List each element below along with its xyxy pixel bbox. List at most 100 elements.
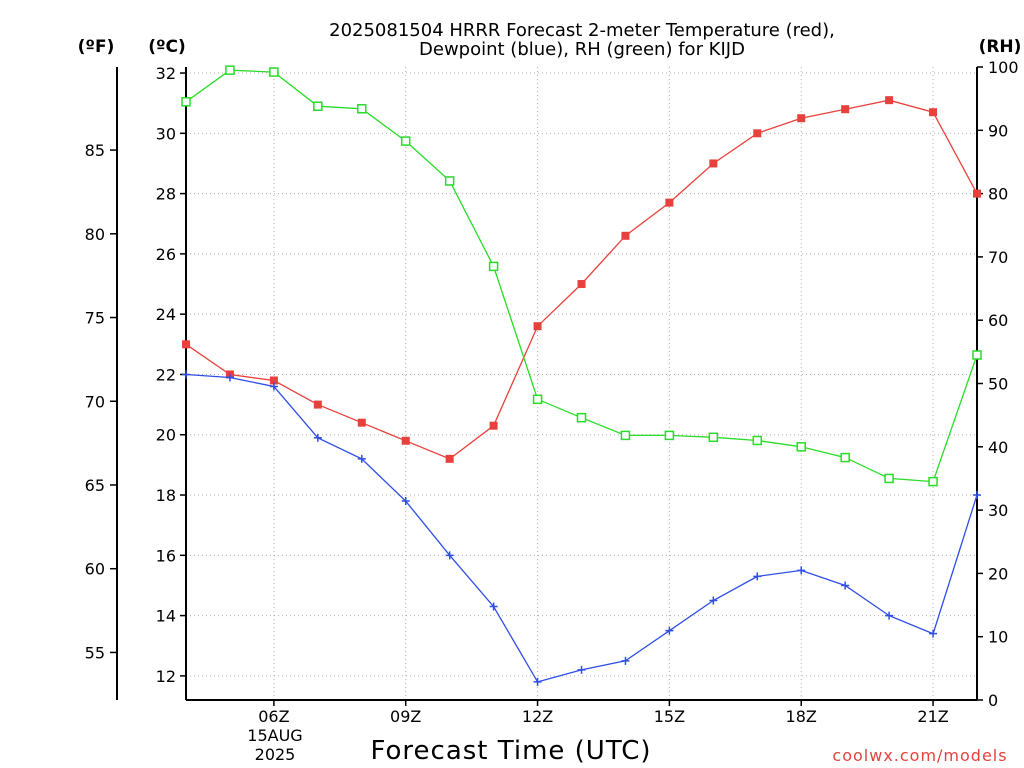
celsius-tick-label: 26: [156, 245, 176, 264]
rh-point: [313, 101, 323, 111]
dewpoint-point: [753, 572, 762, 581]
dewpoint-point: [621, 656, 630, 665]
temperature-point: [885, 96, 894, 105]
temperature-point: [841, 105, 850, 114]
temperature-point: [401, 436, 410, 445]
rh-point: [708, 432, 719, 443]
dewpoint-point: [841, 581, 850, 590]
rh-point: [400, 136, 411, 146]
temperature-point: [577, 280, 586, 289]
rh-tick-label: 80: [988, 185, 1008, 204]
temperature-point: [929, 108, 938, 117]
fahrenheit-tick-label: 65: [85, 476, 105, 495]
dewpoint-point: [357, 454, 366, 463]
temperature-point: [797, 114, 806, 123]
date-label-year: 2025: [255, 745, 296, 764]
axes: 12 14 16 18 20 22 24 26 28 30 32 55 60 65 70 75 80 85 0 10 2…: [85, 58, 1019, 726]
temperature-point: [973, 189, 981, 198]
dewpoint-point: [445, 551, 454, 560]
x-tick-label: 15Z: [654, 707, 685, 726]
x-axis-label: Forecast Time (UTC): [370, 736, 651, 766]
temperature-point: [709, 159, 718, 168]
dewpoint-point: [225, 373, 234, 382]
temperature-point: [665, 198, 674, 207]
celsius-tick-label: 14: [156, 607, 176, 626]
fahrenheit-unit-label: (ºF): [78, 37, 115, 57]
x-tick-label: 12Z: [522, 707, 553, 726]
rh-point: [488, 261, 499, 272]
rh-tick-label: 30: [988, 501, 1008, 520]
celsius-tick-label: 24: [156, 305, 176, 324]
temperature-point: [489, 421, 498, 430]
chart-title-line-2: Dewpoint (blue), RH (green) for KIJD: [419, 39, 745, 60]
rh-point: [269, 67, 279, 77]
temperature-point: [269, 376, 278, 385]
temperature-point: [445, 454, 454, 463]
rh-tick-label: 100: [988, 58, 1019, 77]
celsius-tick-label: 22: [156, 365, 176, 384]
rh-tick-label: 10: [988, 628, 1008, 647]
credit-text: coolwx.com/models: [832, 746, 1007, 765]
rh-tick-label: 60: [988, 311, 1008, 330]
dewpoint-point: [709, 596, 718, 605]
rh-tick-label: 20: [988, 564, 1008, 583]
celsius-tick-label: 32: [156, 64, 176, 83]
x-tick-label: 21Z: [917, 707, 948, 726]
dewpoint-point: [665, 626, 674, 635]
celsius-tick-label: 20: [156, 426, 176, 445]
fahrenheit-tick-label: 85: [85, 141, 105, 160]
dewpoint-point: [533, 677, 542, 686]
dewpoint-point: [313, 433, 322, 442]
dewpoint-point: [973, 491, 981, 500]
dewpoint-point: [182, 370, 190, 379]
dewpoint-point: [489, 602, 498, 611]
rh-point: [444, 176, 455, 186]
rh-point: [884, 473, 894, 484]
rh-tick-label: 40: [988, 438, 1008, 457]
rh-point: [928, 476, 938, 487]
x-tick-label: 18Z: [786, 707, 817, 726]
rh-point: [620, 430, 631, 441]
dewpoint-point: [269, 382, 278, 391]
celsius-tick-label: 12: [156, 667, 176, 686]
chart-title-line-1: 2025081504 HRRR Forecast 2-meter Tempera…: [329, 20, 835, 41]
date-label-day: 15AUG: [247, 726, 302, 745]
rh-point: [796, 442, 806, 452]
x-tick-label: 09Z: [390, 707, 421, 726]
rh-tick-label: 50: [988, 375, 1008, 394]
celsius-tick-label: 28: [156, 185, 176, 204]
dewpoint-point: [797, 566, 806, 575]
rh-tick-label: 70: [988, 248, 1008, 267]
rh-tick-label: 90: [988, 121, 1008, 140]
rh-point: [752, 435, 763, 446]
temperature-point: [182, 340, 190, 349]
celsius-tick-label: 16: [156, 546, 176, 565]
temperature-point: [621, 231, 630, 240]
temperature-point: [753, 129, 762, 138]
fahrenheit-tick-label: 75: [85, 309, 105, 328]
dewpoint-point: [401, 497, 410, 506]
dewpoint-point: [577, 665, 586, 674]
celsius-tick-label: 30: [156, 124, 176, 143]
rh-point: [972, 350, 982, 360]
fahrenheit-tick-label: 60: [85, 560, 105, 579]
fahrenheit-tick-label: 80: [85, 225, 105, 244]
dewpoint-point: [885, 611, 894, 620]
rh-unit-label: (RH): [979, 37, 1022, 57]
rh-point: [357, 104, 367, 114]
temperature-point: [357, 418, 366, 427]
dewpoint-point: [929, 629, 938, 638]
rh-tick-label: 0: [988, 691, 998, 710]
x-tick-label: 06Z: [258, 707, 289, 726]
rh-point: [840, 452, 850, 463]
rh-point: [664, 430, 675, 441]
temperature-line: [185, 99, 978, 460]
rh-point: [181, 97, 191, 107]
rh-point: [225, 65, 235, 75]
rh-point: [576, 412, 587, 423]
celsius-unit-label: (ºC): [148, 37, 186, 57]
data-series: [181, 65, 982, 686]
rh-point: [532, 394, 543, 405]
temperature-point: [313, 400, 322, 409]
